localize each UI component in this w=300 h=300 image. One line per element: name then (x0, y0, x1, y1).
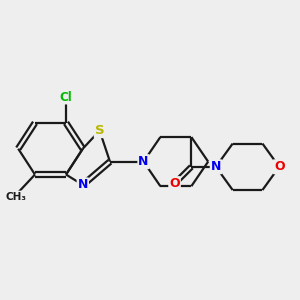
Text: N: N (78, 178, 88, 191)
Text: O: O (274, 160, 284, 173)
Text: Cl: Cl (60, 91, 72, 103)
Text: CH₃: CH₃ (5, 191, 26, 202)
Text: N: N (211, 160, 221, 173)
Text: O: O (169, 177, 180, 190)
Text: N: N (138, 155, 149, 168)
Text: S: S (95, 124, 104, 137)
